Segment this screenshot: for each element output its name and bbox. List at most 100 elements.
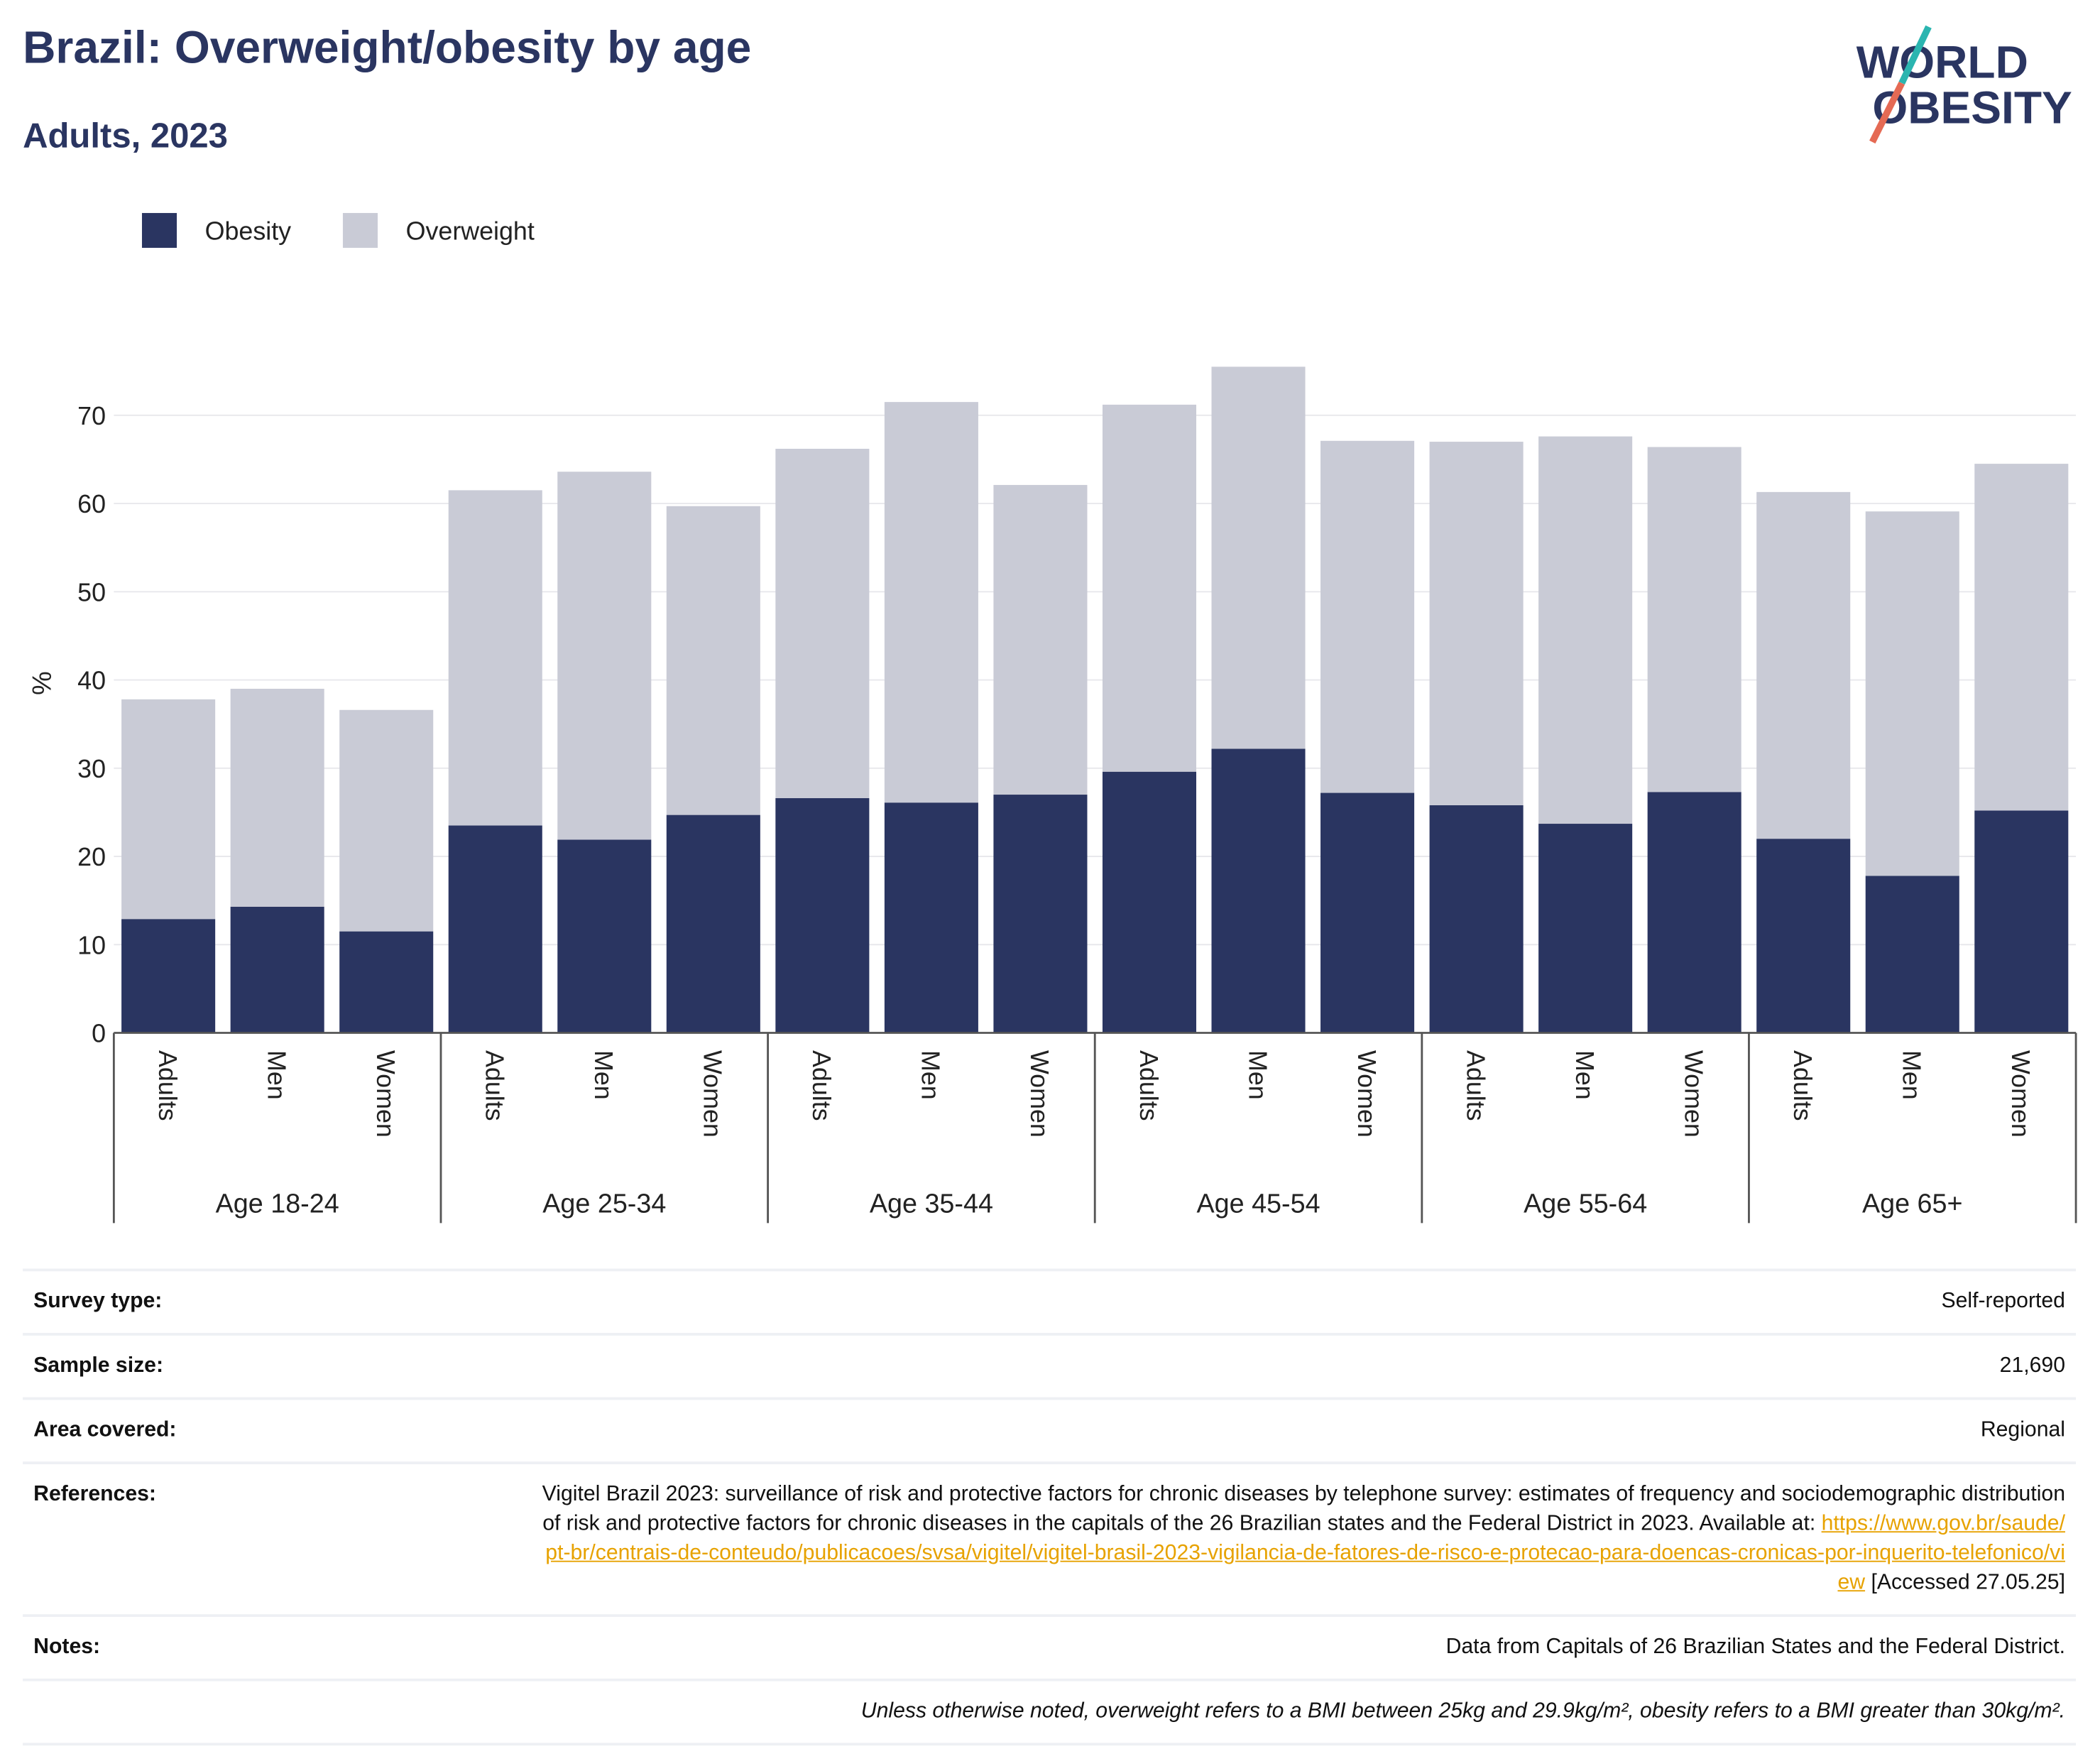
row-text: Regional <box>1980 1418 2065 1442</box>
bar-segment <box>121 699 216 920</box>
x-tick-label: Women <box>1679 1050 1707 1138</box>
x-tick-label: Women <box>699 1050 727 1138</box>
info-table: Survey type: Self-reported Sample size: 21,… <box>23 1268 2077 1746</box>
table-row: Notes: Data from Capitals of 26 Brazilian… <box>23 1614 2077 1679</box>
row-label: Area covered: <box>33 1418 177 1442</box>
group-label: Age 65+ <box>1862 1188 1963 1218</box>
row-text: [Accessed 27.05.25] <box>1865 1571 2065 1594</box>
bar-segment <box>884 802 978 1033</box>
x-tick-label: Men <box>1243 1050 1272 1100</box>
y-tick-label: 70 <box>77 402 106 430</box>
chart: Brazil: Overweight/obesity by age Adults… <box>23 22 2077 1224</box>
bar-segment <box>1756 839 1851 1033</box>
y-tick-label: 20 <box>77 843 106 871</box>
bar-segment <box>1865 876 1959 1033</box>
bar-segment <box>230 688 324 907</box>
bar-segment <box>666 506 760 815</box>
bar-segment <box>1647 447 1741 792</box>
y-tick-label: 40 <box>77 667 106 695</box>
bar-segment <box>557 472 652 840</box>
bar-segment <box>1974 810 2069 1033</box>
x-tick-label: Men <box>917 1050 945 1100</box>
group-label: Age 35-44 <box>870 1188 993 1218</box>
x-tick-label: Women <box>2006 1050 2035 1138</box>
bar-segment <box>1865 511 1959 876</box>
footnote: Unless otherwise noted, overweight refer… <box>23 1678 2077 1746</box>
y-tick-label: 30 <box>77 755 106 783</box>
table-row: References: Vigitel Brazil 2023: surveill… <box>23 1461 2077 1614</box>
table-row: Survey type: Self-reported <box>23 1268 2077 1334</box>
bar-segment <box>666 814 760 1033</box>
bar-segment <box>1974 464 2069 811</box>
x-tick-label: Women <box>1025 1050 1054 1138</box>
bar-segment <box>557 839 652 1033</box>
row-text: 21,690 <box>1999 1354 2065 1378</box>
bar-segment <box>448 825 542 1033</box>
x-tick-label: Men <box>262 1050 290 1100</box>
row-label: Notes: <box>33 1635 101 1659</box>
bar-segment <box>775 798 870 1033</box>
row-value: Data from Capitals of 26 Brazilian State… <box>1446 1633 2065 1663</box>
logo-text: WORLD <box>1856 36 2028 87</box>
legend-label: Obesity <box>205 217 292 246</box>
y-tick-label: 10 <box>77 931 106 959</box>
x-tick-label: Adults <box>153 1050 182 1121</box>
reference-link[interactable]: https://www.gov.br/saude/pt-br/centrais-… <box>545 1512 2065 1594</box>
bar-segment <box>1538 436 1633 824</box>
group-label: Age 25-34 <box>542 1188 666 1218</box>
bar-segment <box>993 795 1088 1033</box>
group-label: Age 18-24 <box>216 1188 339 1218</box>
bar-segment <box>121 919 216 1033</box>
legend-swatch <box>141 212 177 249</box>
row-text: Data from Capitals of 26 Brazilian State… <box>1445 1635 2065 1659</box>
logo-slash <box>1898 25 1932 85</box>
bar-segment <box>1538 824 1633 1033</box>
bar-segment <box>339 709 434 932</box>
chart-subtitle: Adults, 2023 <box>23 117 228 156</box>
y-tick-label: 60 <box>77 490 106 518</box>
y-axis-label: % <box>27 671 57 695</box>
x-tick-label: Men <box>589 1050 618 1100</box>
y-tick-label: 50 <box>77 578 106 606</box>
group-label: Age 45-54 <box>1196 1188 1320 1218</box>
y-tick-label: 0 <box>92 1020 106 1048</box>
bar-segment <box>339 931 434 1033</box>
x-tick-label: Men <box>1570 1050 1599 1100</box>
bar-segment <box>1756 491 1851 839</box>
logo-text: OBESITY <box>1872 82 2072 134</box>
table-row: Sample size: 21,690 <box>23 1333 2077 1397</box>
x-tick-label: Adults <box>1134 1050 1163 1121</box>
bar-segment <box>993 484 1088 795</box>
bar-segment <box>884 402 978 803</box>
bar-segment <box>1102 404 1197 772</box>
bar-segment <box>1429 805 1524 1033</box>
row-value: Self-reported <box>1941 1287 2065 1317</box>
bar-segment <box>1102 771 1197 1033</box>
bar-segment <box>1429 442 1524 805</box>
x-tick-label: Adults <box>807 1050 836 1121</box>
x-tick-label: Women <box>1352 1050 1381 1138</box>
legend-label: Overweight <box>406 217 535 246</box>
row-label: References: <box>33 1483 156 1506</box>
row-text: Vigitel Brazil 2023: surveillance of ris… <box>542 1483 2065 1535</box>
x-tick-label: Women <box>371 1050 400 1138</box>
logo-slash <box>1869 81 1905 144</box>
bar-segment <box>1211 366 1306 749</box>
x-tick-label: Men <box>1898 1050 1926 1100</box>
bar-segment <box>1320 792 1415 1033</box>
x-tick-label: Adults <box>1788 1050 1817 1121</box>
row-text: Self-reported <box>1941 1290 2065 1313</box>
row-value: Vigitel Brazil 2023: surveillance of ris… <box>538 1481 2065 1598</box>
row-label: Sample size: <box>33 1354 164 1378</box>
row-value: Regional <box>1981 1416 2065 1446</box>
row-label: Survey type: <box>33 1290 163 1313</box>
legend-swatch <box>342 212 378 249</box>
x-tick-label: Adults <box>481 1050 509 1121</box>
bar-segment <box>1647 792 1741 1033</box>
x-tick-label: Adults <box>1461 1050 1489 1121</box>
bar-segment <box>1320 440 1415 793</box>
chart-title: Brazil: Overweight/obesity by age <box>23 22 751 73</box>
bar-segment <box>448 490 542 826</box>
